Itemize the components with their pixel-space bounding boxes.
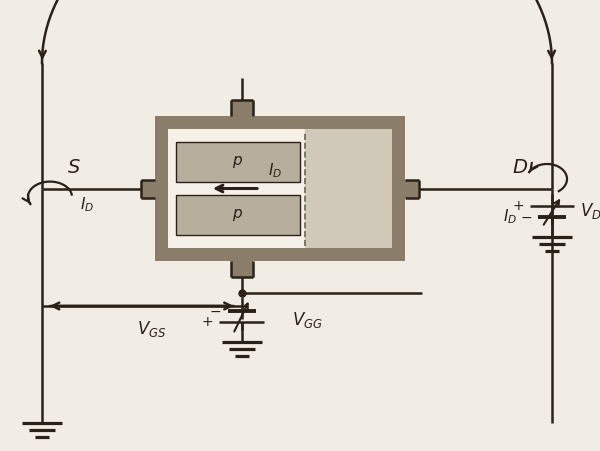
Text: $I_D$: $I_D$	[503, 207, 517, 226]
Text: $p$: $p$	[232, 154, 244, 170]
Text: $D$: $D$	[512, 158, 528, 177]
Bar	[176, 142, 300, 182]
Bar	[155, 116, 405, 261]
Text: $p$: $p$	[232, 207, 244, 223]
Bar	[168, 129, 392, 248]
Text: $V_{DD}$: $V_{DD}$	[580, 202, 600, 221]
Text: $+$: $+$	[512, 199, 524, 213]
Text: $V_{GG}$: $V_{GG}$	[292, 310, 322, 331]
Bar	[141, 180, 155, 198]
Bar	[230, 100, 253, 116]
Text: $V_{GS}$: $V_{GS}$	[137, 319, 166, 339]
Text: $-$: $-$	[209, 304, 221, 318]
Bar	[230, 261, 253, 277]
Bar	[405, 180, 419, 198]
Text: $S$: $S$	[67, 158, 81, 177]
Text: $-$: $-$	[520, 210, 532, 224]
Text: $I_D$: $I_D$	[268, 162, 282, 180]
Bar	[176, 195, 300, 235]
Bar	[305, 129, 392, 248]
Text: $I_D$: $I_D$	[80, 196, 94, 214]
Text: $+$: $+$	[202, 315, 214, 329]
